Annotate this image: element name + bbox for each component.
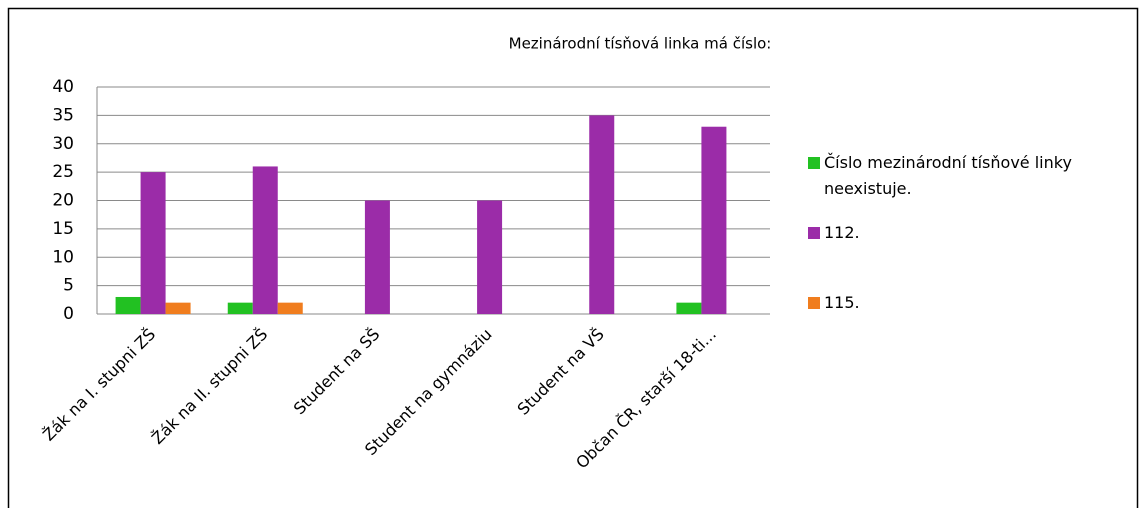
bar [589, 115, 615, 314]
legend-entry: 115. [808, 290, 1138, 316]
legend-swatch [808, 297, 820, 309]
bar [701, 126, 727, 314]
y-tick-label: 5 [63, 276, 74, 296]
x-tick-label: Student na gymnáziu [361, 325, 496, 460]
x-tick-label: Student na VŠ [514, 325, 608, 419]
y-tick-label: 25 [52, 162, 74, 182]
legend-swatch [808, 227, 820, 239]
bar [364, 200, 390, 314]
legend-label: Číslo mezinárodní tísňové linky neexistu… [824, 153, 1072, 198]
chart-title: Mezinárodní tísňová linka má číslo: [509, 35, 772, 53]
legend-swatch [808, 157, 820, 169]
y-tick-label: 35 [52, 105, 74, 125]
legend-entry: 112. [808, 220, 1138, 246]
bar [227, 302, 253, 314]
y-tick-label: 15 [52, 219, 74, 239]
y-tick-label: 20 [52, 191, 74, 211]
legend-label: 115. [824, 293, 860, 312]
y-tick-label: 10 [52, 247, 74, 267]
bar [115, 296, 141, 314]
bar [140, 172, 166, 314]
bar [676, 302, 702, 314]
x-tick-label: Žák na II. stupni ZŠ [148, 325, 271, 448]
y-tick-label: 40 [52, 77, 74, 97]
bar [165, 302, 191, 314]
legend-entry: Číslo mezinárodní tísňové linky neexistu… [808, 150, 1138, 202]
x-tick-label: Žák na I. stupni ZŠ [39, 325, 159, 445]
y-tick-label: 30 [52, 134, 74, 154]
y-tick-label: 0 [63, 304, 74, 324]
bar [252, 166, 278, 314]
bar [477, 200, 503, 314]
x-tick-label: Student na SŠ [290, 325, 384, 419]
frame [7, 7, 1139, 508]
legend-label: 112. [824, 223, 860, 242]
bar [277, 302, 303, 314]
